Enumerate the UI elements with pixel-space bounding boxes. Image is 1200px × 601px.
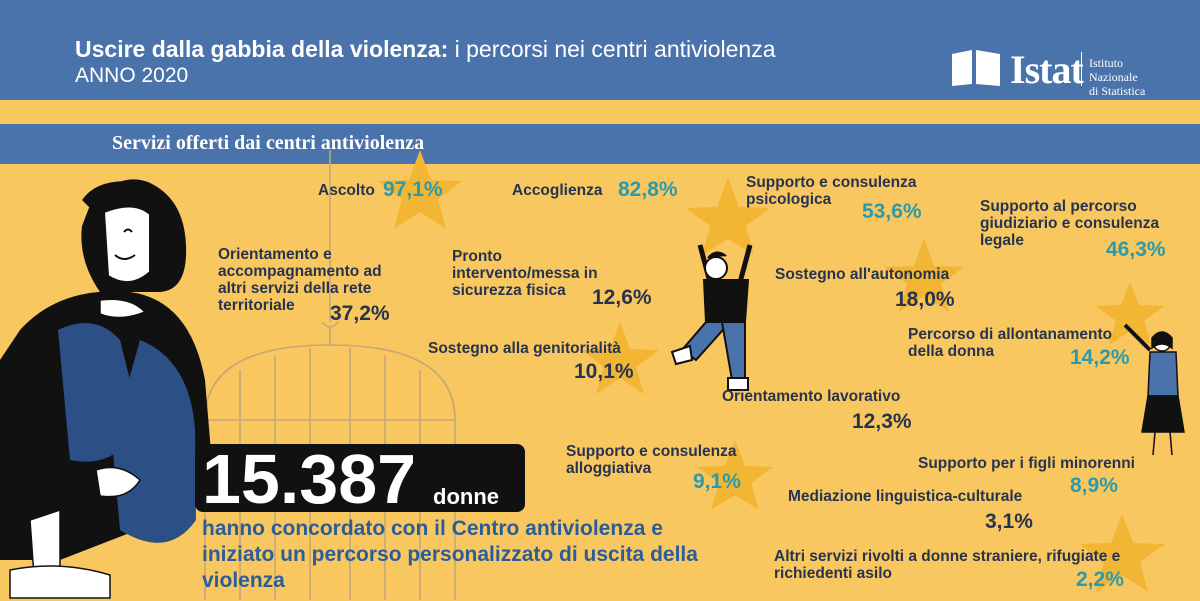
highlight-box xyxy=(195,444,525,512)
service-value: 18,0% xyxy=(895,288,955,311)
service-label: Altri servizi rivolti a donne straniere,… xyxy=(774,548,1121,582)
service-value: 3,1% xyxy=(985,510,1033,533)
service-value: 82,8% xyxy=(618,178,678,201)
service-label: Accoglienza xyxy=(512,182,603,199)
service-value: 53,6% xyxy=(862,200,922,223)
service-value: 10,1% xyxy=(574,360,634,383)
divider-strip xyxy=(0,100,1200,124)
star-icon xyxy=(884,238,964,312)
service-value: 97,1% xyxy=(383,178,443,201)
star-icon xyxy=(581,322,659,394)
service-value: 12,3% xyxy=(852,410,912,433)
logo-name: Istat xyxy=(1010,47,1084,92)
star-icon xyxy=(686,178,770,255)
service-label: Orientamento e accompagnamento ad altri … xyxy=(218,246,382,314)
service-label: Supporto al percorso giudiziario e consu… xyxy=(980,198,1160,249)
service-label: Pronto intervento/messa in sicurezza fis… xyxy=(452,248,598,299)
summary-text: hanno concordato con il Centro antiviole… xyxy=(202,517,698,592)
service-label: Orientamento lavorativo xyxy=(722,388,901,405)
service-value: 14,2% xyxy=(1070,346,1130,369)
service-value: 37,2% xyxy=(330,302,390,325)
service-value: 2,2% xyxy=(1076,568,1124,591)
page-title: Uscire dalla gabbia della violenza: i pe… xyxy=(75,36,776,63)
women-count: 15.387 xyxy=(202,440,417,518)
jumping-man-illustration xyxy=(670,244,753,391)
service-label: Supporto per i figli minorenni xyxy=(918,455,1135,472)
star-icon xyxy=(1079,514,1165,592)
service-label: Percorso di allontanamento della donna xyxy=(908,326,1113,360)
logo-separator xyxy=(1081,52,1082,86)
service-value: 9,1% xyxy=(693,470,741,493)
star-icon xyxy=(697,440,773,510)
title-main: Uscire dalla gabbia della violenza: xyxy=(75,36,449,62)
sitting-woman-illustration xyxy=(0,179,215,599)
logo-org-line-2: di Statistica xyxy=(1089,84,1146,98)
service-label: Mediazione linguistica-culturale xyxy=(788,488,1023,505)
logo-organization: Istituto Nazionale di Statistica xyxy=(1089,56,1160,98)
istat-logo-icon xyxy=(952,50,1000,86)
title-sub: i percorsi nei centri antiviolenza xyxy=(454,36,776,62)
stars-group xyxy=(378,150,1165,592)
logo-org-line-1: Istituto Nazionale xyxy=(1089,56,1138,84)
star-icon xyxy=(378,150,462,229)
year-label: ANNO 2020 xyxy=(75,64,189,87)
service-value: 8,9% xyxy=(1070,474,1118,497)
service-label: Supporto e consulenza psicologica xyxy=(746,174,917,208)
service-value: 46,3% xyxy=(1106,238,1166,261)
istat-logo: Istat Istituto Nazionale di Statistica xyxy=(950,44,1160,98)
service-value: 12,6% xyxy=(592,286,652,309)
service-label: Sostegno all'autonomia xyxy=(775,266,950,283)
section-bar xyxy=(0,124,1200,164)
women-unit: donne xyxy=(433,484,499,509)
service-label: Sostegno alla genitorialità xyxy=(428,340,621,357)
service-label: Ascolto xyxy=(318,182,375,199)
service-label: Supporto e consulenza alloggiativa xyxy=(566,443,737,477)
section-title: Servizi offerti dai centri antiviolenza xyxy=(112,132,425,154)
standing-woman-illustration xyxy=(1123,323,1185,456)
star-icon xyxy=(1096,282,1164,345)
